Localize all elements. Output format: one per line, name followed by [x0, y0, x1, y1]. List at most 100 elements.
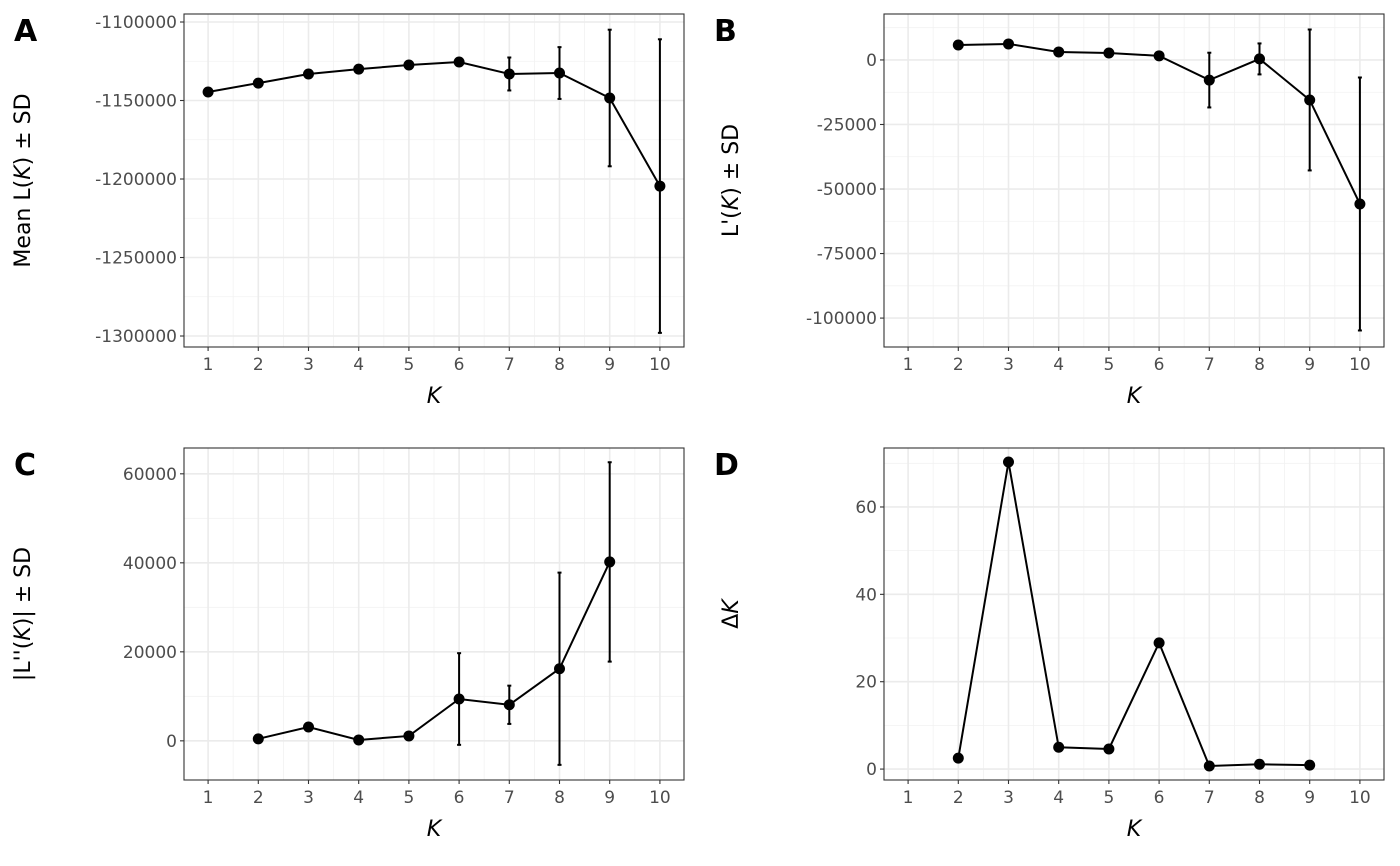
- panel-tag: C: [14, 448, 36, 483]
- panel-A: -1300000 -1250000 -1200000 -1150000 -1100000…: [11, 13, 685, 409]
- x-tick-label: 2: [953, 355, 964, 375]
- y-tick-label: 0: [166, 732, 177, 752]
- x-tick-label: 4: [1053, 355, 1064, 375]
- x-tick-label: 2: [953, 788, 964, 808]
- x-tick-label: 10: [1349, 788, 1371, 808]
- x-axis-label: K: [427, 817, 443, 842]
- x-tick-label: 3: [1003, 788, 1014, 808]
- y-tick-label: 20000: [123, 643, 177, 663]
- x-axis-label: K: [1127, 384, 1143, 409]
- x-tick-label: 6: [1154, 355, 1165, 375]
- x-tick-label: 10: [649, 788, 671, 808]
- x-tick-label: 7: [1204, 355, 1215, 375]
- data-point: [503, 699, 515, 711]
- y-axis-label-part: K: [11, 625, 36, 641]
- data-point: [353, 734, 365, 746]
- data-point: [353, 63, 365, 75]
- data-point: [403, 59, 415, 71]
- x-tick-label: 4: [353, 355, 364, 375]
- data-point: [1354, 198, 1366, 210]
- y-tick-label: 20: [855, 673, 877, 693]
- x-tick-label: 6: [454, 355, 465, 375]
- y-axis-label: L'(K) ± SD: [719, 124, 744, 237]
- x-tick-label: 7: [1204, 788, 1215, 808]
- panel-tag: D: [714, 448, 739, 483]
- y-tick-label: 0: [866, 760, 877, 780]
- x-tick-label: 7: [504, 355, 515, 375]
- x-tick-label: 6: [1154, 788, 1165, 808]
- y-axis-label-part: K: [719, 194, 744, 210]
- y-axis-label-part: ) ± SD: [719, 124, 744, 196]
- x-tick-label: 8: [554, 355, 565, 375]
- y-axis-label-part: L'(: [719, 210, 744, 237]
- data-point: [1153, 50, 1165, 62]
- y-axis-label-part: K: [11, 164, 36, 180]
- y-tick-label: -75000: [817, 245, 877, 265]
- data-point: [1304, 759, 1316, 771]
- x-tick-label: 1: [903, 355, 914, 375]
- x-tick-label: 2: [253, 788, 264, 808]
- x-tick-label: 5: [403, 355, 414, 375]
- data-point: [202, 86, 214, 98]
- x-tick-label: 6: [454, 788, 465, 808]
- y-tick-label: -25000: [817, 115, 877, 135]
- data-point: [554, 663, 566, 675]
- panel-tag: B: [714, 14, 737, 49]
- x-tick-label: 8: [1254, 355, 1265, 375]
- y-tick-label: -1250000: [95, 249, 177, 269]
- y-tick-label: -1300000: [95, 327, 177, 347]
- data-point: [302, 721, 314, 733]
- x-tick-label: 8: [1254, 788, 1265, 808]
- y-axis-label-part: Mean L(: [11, 180, 36, 268]
- y-axis-label-part: ) ± SD: [11, 93, 36, 165]
- x-tick-label: 3: [303, 355, 314, 375]
- x-tick-label: 3: [1003, 355, 1014, 375]
- x-tick-label: 1: [903, 788, 914, 808]
- y-tick-label: 60000: [123, 465, 177, 485]
- y-tick-label: 40: [855, 585, 877, 605]
- plot-border: [183, 13, 685, 348]
- x-tick-label: 10: [1349, 355, 1371, 375]
- y-axis-label: Mean L(K) ± SD: [11, 93, 36, 267]
- y-tick-label: -1100000: [95, 13, 177, 33]
- x-tick-label: 10: [649, 355, 671, 375]
- data-point: [604, 92, 616, 104]
- x-tick-label: 1: [203, 355, 214, 375]
- y-tick-label: -50000: [817, 180, 877, 200]
- x-tick-label: 4: [1053, 788, 1064, 808]
- y-axis-label-part: )| ± SD: [11, 547, 36, 626]
- series-line: [957, 461, 1310, 768]
- data-point: [1203, 74, 1215, 86]
- x-axis-label: K: [1127, 817, 1143, 842]
- x-tick-label: 9: [604, 355, 615, 375]
- x-tick-label: 7: [504, 788, 515, 808]
- data-point: [453, 693, 465, 705]
- x-tick-label: 5: [1103, 355, 1114, 375]
- data-point: [1203, 760, 1215, 772]
- plot-border: [883, 13, 1385, 348]
- y-axis-label-part: |L''(: [11, 641, 36, 681]
- data-point: [1103, 743, 1115, 755]
- data-point: [1254, 758, 1266, 770]
- series-line: [207, 61, 661, 187]
- data-point: [1153, 637, 1165, 649]
- data-point: [503, 68, 515, 80]
- y-tick-label: -1200000: [95, 170, 177, 190]
- x-tick-label: 5: [403, 788, 414, 808]
- y-tick-label: 60: [855, 498, 877, 518]
- x-tick-label: 9: [604, 788, 615, 808]
- x-tick-label: 5: [1103, 788, 1114, 808]
- y-tick-label: -1150000: [95, 92, 177, 112]
- x-tick-label: 3: [303, 788, 314, 808]
- data-point: [453, 56, 465, 68]
- data-point: [1053, 46, 1065, 58]
- x-tick-label: 1: [203, 788, 214, 808]
- series-line: [258, 561, 611, 741]
- data-point: [252, 733, 264, 745]
- data-point: [952, 752, 964, 764]
- x-tick-label: 9: [1304, 355, 1315, 375]
